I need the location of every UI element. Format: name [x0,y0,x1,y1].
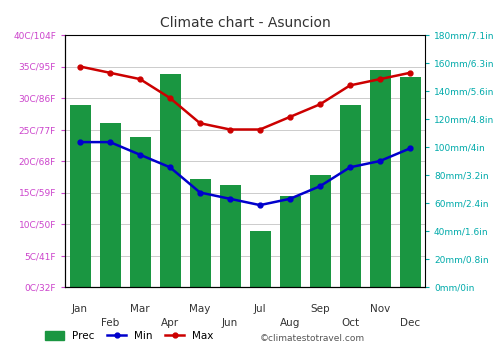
Bar [250,231,270,287]
Text: Oct: Oct [341,317,359,328]
Text: Jul: Jul [254,304,266,314]
Bar [130,137,150,287]
Bar [70,105,90,287]
Title: Climate chart - Asuncion: Climate chart - Asuncion [160,16,330,30]
Bar [400,77,420,287]
Bar [310,175,330,287]
Bar [370,70,390,287]
Text: Sep: Sep [310,304,330,314]
Text: Jan: Jan [72,304,88,314]
Bar [280,196,300,287]
Text: Apr: Apr [161,317,179,328]
Text: Nov: Nov [370,304,390,314]
Text: Aug: Aug [280,317,300,328]
Text: Feb: Feb [101,317,119,328]
Bar [160,74,180,287]
Text: Jun: Jun [222,317,238,328]
Bar [100,123,120,287]
Bar [340,105,360,287]
Text: ©climatestotravel.com: ©climatestotravel.com [260,334,365,343]
Legend: Prec, Min, Max: Prec, Min, Max [45,331,213,341]
Text: Mar: Mar [130,304,150,314]
Text: May: May [190,304,210,314]
Bar [220,185,240,287]
Bar [190,179,210,287]
Text: Dec: Dec [400,317,420,328]
